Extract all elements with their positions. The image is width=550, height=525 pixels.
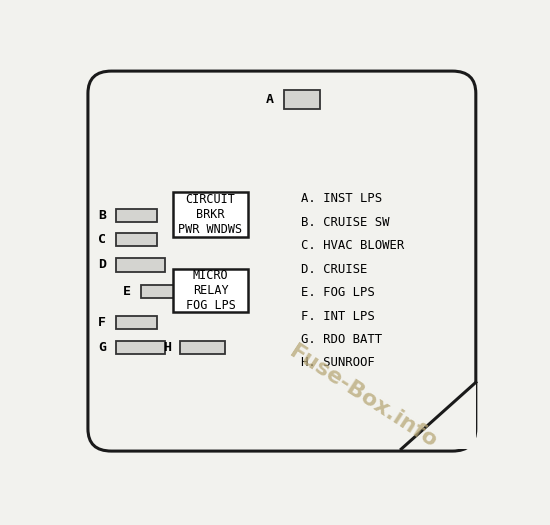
Bar <box>116 316 157 329</box>
Text: A. INST LPS: A. INST LPS <box>301 192 382 205</box>
Text: F: F <box>98 316 106 329</box>
Bar <box>116 233 157 246</box>
Bar <box>116 258 164 271</box>
Text: H. SUNROOF: H. SUNROOF <box>301 356 375 370</box>
Text: H: H <box>163 341 171 354</box>
Bar <box>116 341 164 354</box>
Text: C: C <box>98 233 106 246</box>
Text: A: A <box>265 93 273 106</box>
Text: D: D <box>98 258 106 271</box>
Text: C. HVAC BLOWER: C. HVAC BLOWER <box>301 239 404 252</box>
Text: E: E <box>123 285 130 298</box>
Bar <box>116 208 157 222</box>
Text: F. INT LPS: F. INT LPS <box>301 310 375 322</box>
Polygon shape <box>402 382 476 449</box>
Bar <box>173 192 248 237</box>
Bar <box>173 269 248 312</box>
Text: E. FOG LPS: E. FOG LPS <box>301 286 375 299</box>
Bar <box>141 285 186 298</box>
FancyBboxPatch shape <box>88 71 476 451</box>
Text: G. RDO BATT: G. RDO BATT <box>301 333 382 346</box>
Text: B: B <box>98 209 106 222</box>
Text: B. CRUISE SW: B. CRUISE SW <box>301 216 389 229</box>
Text: MICRO
RELAY
FOG LPS: MICRO RELAY FOG LPS <box>185 269 235 312</box>
Text: G: G <box>98 341 106 354</box>
Text: CIRCUIT
BRKR
PWR WNDWS: CIRCUIT BRKR PWR WNDWS <box>178 193 243 236</box>
Text: Fuse-Box.info: Fuse-Box.info <box>285 341 440 452</box>
Bar <box>180 341 225 354</box>
Bar <box>284 90 320 110</box>
Text: D. CRUISE: D. CRUISE <box>301 262 367 276</box>
